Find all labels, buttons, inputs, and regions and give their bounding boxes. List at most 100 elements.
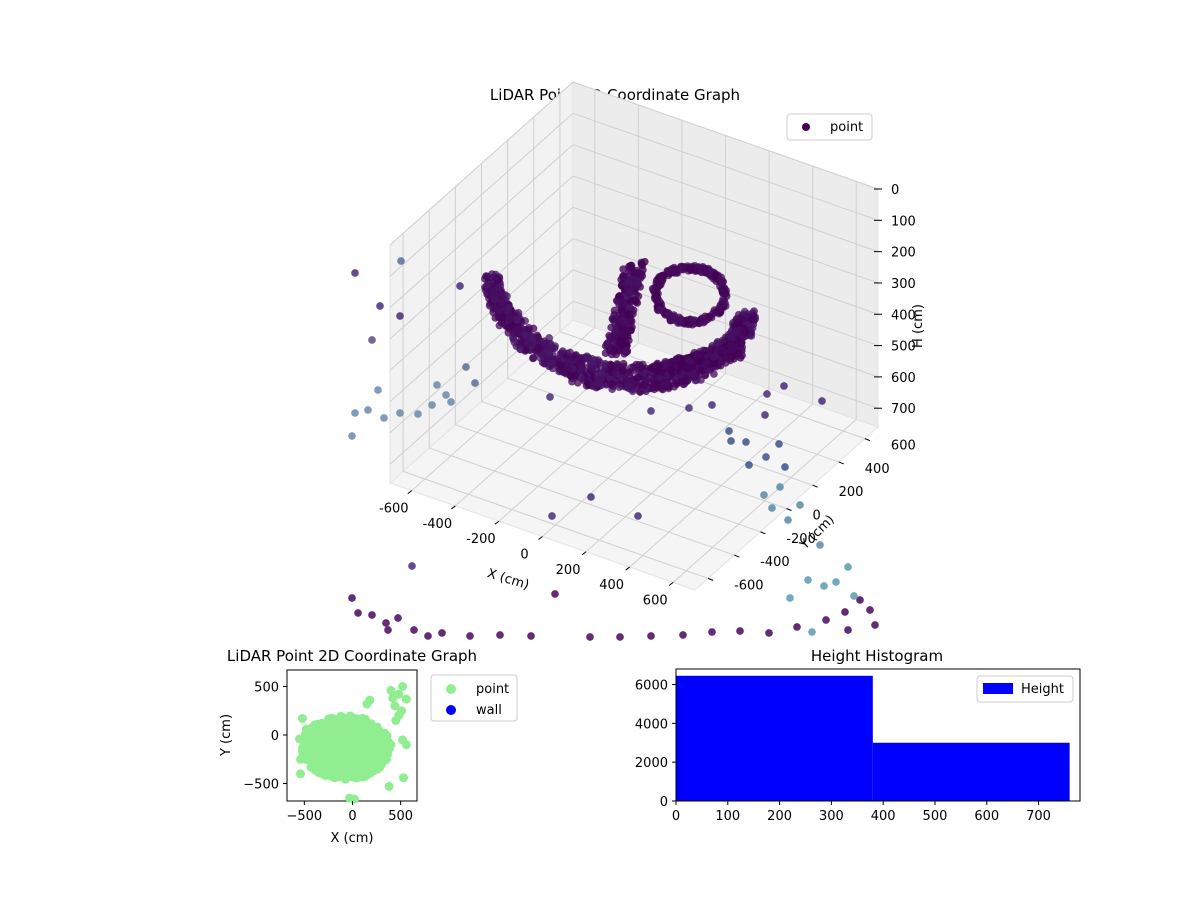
scan-point [490, 291, 499, 299]
blob-point [310, 745, 320, 755]
scan-point [688, 320, 697, 329]
scan-point [410, 626, 418, 634]
scan-point [556, 350, 565, 358]
point-marker [301, 724, 311, 734]
grid-z-left [389, 269, 574, 434]
z-tick-label: 500 [891, 340, 916, 355]
y-tick-label: 200 [839, 485, 864, 500]
x-tick-label: 300 [819, 809, 844, 824]
scan-point [742, 438, 750, 446]
scan-point [744, 310, 752, 318]
chart-2d-legend-label-point: point [476, 682, 509, 697]
point-marker [295, 734, 304, 744]
scan-point [513, 315, 521, 324]
scan-point [844, 626, 852, 634]
blob-point [335, 772, 345, 782]
x-tick-label: 600 [643, 593, 668, 608]
histogram-legend-box [976, 675, 1074, 703]
scan-point [536, 353, 545, 362]
x-tick-label: 100 [715, 809, 740, 824]
point-marker [388, 693, 398, 703]
scan-point [394, 614, 402, 622]
y-tick-label: 2000 [635, 756, 668, 771]
scan-point [607, 350, 616, 359]
y-tick-label: 0 [660, 795, 668, 810]
scan-point [582, 381, 591, 390]
blob-point [326, 717, 336, 727]
scan-point [618, 367, 627, 376]
scan-point [627, 261, 636, 270]
y-tick-label: 0 [271, 729, 279, 744]
x-tick-label: 400 [599, 578, 624, 593]
scan-point [348, 594, 356, 602]
scan-point [510, 338, 519, 347]
y-tick-label: −500 [243, 778, 279, 793]
chart-3d-ticks: -600-400-2000200400600-600-400-200020040… [379, 183, 916, 608]
scan-point [374, 386, 382, 394]
scan-point [586, 633, 594, 641]
scan-point [597, 370, 606, 378]
grid-z-back [572, 206, 879, 315]
point-marker [401, 694, 411, 704]
scan-point [668, 368, 677, 377]
histogram-axes [675, 668, 1081, 802]
grid-z-left [389, 300, 574, 465]
point-marker [365, 695, 375, 705]
y-tick-mark [734, 554, 740, 558]
scan-point [781, 463, 789, 471]
scan-point [447, 398, 455, 406]
scan-point [844, 563, 852, 571]
blob-point [336, 711, 346, 721]
chart-3d-xlabel: X (cm) [485, 566, 531, 593]
chart-2d-ylabel: Y (cm) [219, 714, 234, 757]
grid-y-floor [402, 470, 709, 579]
x-tick-mark [407, 490, 413, 495]
scan-point [612, 326, 620, 334]
scan-point [688, 363, 697, 371]
grid-z-back [572, 81, 879, 190]
chart-3d-zlabel: H (cm) [911, 304, 926, 348]
scan-point [727, 437, 735, 445]
point-marker [349, 794, 359, 804]
scan-point [505, 315, 513, 324]
blob-point [381, 755, 391, 765]
scan-point [626, 287, 635, 296]
scan-point [708, 628, 716, 636]
scan-point [629, 363, 638, 371]
blob-point [348, 745, 358, 755]
scan-point [618, 330, 627, 339]
y-tick-mark [707, 577, 714, 581]
x-tick-label: 500 [923, 809, 948, 824]
z-tick-label: 200 [891, 246, 916, 261]
y-tick-label: 400 [865, 462, 890, 477]
scan-point [492, 274, 501, 282]
scan-point [384, 626, 392, 634]
x-tick-mark [538, 536, 543, 540]
scan-point [677, 317, 685, 326]
scan-point [354, 609, 362, 617]
scan-point [719, 302, 727, 310]
scan-point [633, 373, 642, 382]
point-marker [386, 740, 396, 750]
scan-point [856, 596, 864, 604]
scan-point [633, 280, 642, 289]
scan-point [525, 323, 533, 332]
point-marker [386, 685, 396, 695]
blob-point [335, 755, 345, 765]
x-tick-label: 200 [767, 809, 792, 824]
scan-point [556, 361, 565, 369]
y-tick-label: -200 [786, 532, 816, 547]
x-tick-label: −500 [286, 809, 322, 824]
blob-point [331, 732, 341, 742]
x-tick-label: 600 [974, 809, 999, 824]
blob-point [316, 760, 326, 770]
blob-point [338, 736, 347, 746]
chart-2d-point-cloud [298, 711, 395, 784]
scan-point [677, 377, 686, 385]
chart-2d-points [295, 682, 411, 804]
scan-point [504, 323, 512, 332]
scan-point [818, 397, 826, 405]
blob-point [380, 728, 389, 738]
chart-3d-legend-label: point [830, 120, 863, 135]
x-tick-mark [581, 551, 587, 556]
